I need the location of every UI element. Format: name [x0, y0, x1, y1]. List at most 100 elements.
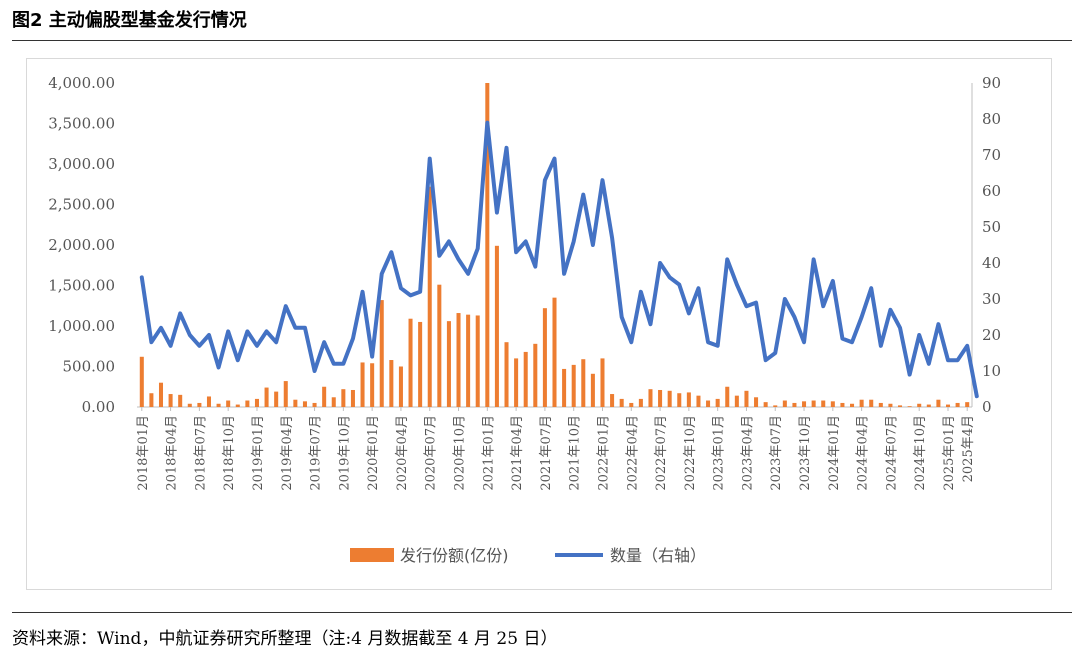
bar: [965, 402, 970, 407]
bar: [878, 402, 883, 407]
bar-series: [139, 83, 970, 407]
bar: [139, 356, 144, 407]
left-tick-label: 3,500.00: [48, 115, 115, 133]
x-tick-label: 2021年10月: [568, 415, 583, 491]
bar: [610, 394, 615, 407]
bar: [331, 397, 336, 407]
bar: [782, 400, 787, 407]
bar: [955, 402, 960, 407]
bar: [638, 398, 643, 407]
right-tick-label: 80: [982, 110, 1001, 128]
x-tick-label: 2022年04月: [625, 415, 640, 491]
footer-rule: [12, 612, 1072, 613]
bar: [360, 362, 365, 407]
bar: [149, 393, 154, 407]
right-tick-label: 60: [982, 182, 1001, 200]
bar: [859, 399, 864, 407]
left-tick-label: 4,000.00: [48, 74, 115, 92]
bar: [811, 400, 816, 407]
bar: [168, 394, 173, 407]
right-tick-label: 50: [982, 218, 1001, 236]
legend-bar-label: 发行份额(亿份): [400, 546, 509, 565]
x-tick-label: 2020年10月: [453, 415, 468, 491]
x-tick-label: 2019年10月: [337, 415, 352, 491]
bar: [293, 399, 298, 407]
bar: [245, 400, 250, 407]
bar: [312, 402, 317, 407]
x-tick-label: 2023年07月: [769, 415, 784, 491]
bar: [686, 392, 691, 407]
bar: [763, 402, 768, 407]
bar: [456, 313, 461, 407]
left-tick-label: 500.00: [63, 358, 116, 376]
bar: [888, 403, 893, 407]
bar: [734, 395, 739, 407]
bar: [754, 397, 759, 407]
bar: [235, 404, 240, 407]
x-tick-label: 2018年10月: [222, 415, 237, 491]
bar: [830, 401, 835, 407]
bar: [485, 83, 490, 407]
bar: [446, 321, 451, 407]
x-tick-label: 2022年01月: [596, 415, 611, 491]
x-tick-label: 2024年10月: [913, 415, 928, 491]
x-tick-label: 2022年10月: [683, 415, 698, 491]
x-tick-label: 2025年4月: [961, 415, 976, 482]
x-tick-label: 2023年10月: [798, 415, 813, 491]
x-tick-label: 2020年01月: [366, 415, 381, 491]
legend-bar-swatch: [350, 548, 394, 562]
title-rule: [12, 40, 1072, 41]
bar: [523, 351, 528, 407]
bar: [792, 402, 797, 407]
bar: [475, 315, 480, 407]
x-tick-label: 2024年07月: [884, 415, 899, 491]
bar: [264, 387, 269, 407]
bar: [514, 358, 519, 407]
x-tick-label: 2024年01月: [827, 415, 842, 491]
bar: [379, 300, 384, 407]
bar: [398, 366, 403, 407]
bar: [533, 343, 538, 407]
bar: [322, 386, 327, 407]
x-tick-label: 2020年04月: [395, 415, 410, 491]
bar: [254, 398, 259, 407]
bar: [926, 404, 931, 407]
bar: [283, 381, 288, 407]
x-tick-label: 2024年04月: [856, 415, 871, 491]
bar: [466, 314, 471, 407]
bar: [418, 321, 423, 407]
bar: [917, 403, 922, 407]
bar: [158, 382, 164, 407]
bar: [389, 360, 394, 407]
bar: [907, 406, 912, 407]
bar: [706, 400, 711, 407]
bar: [197, 402, 202, 407]
x-tick-label: 2021年01月: [481, 415, 496, 491]
right-tick-label: 70: [982, 146, 1001, 164]
bar: [658, 389, 663, 407]
right-tick-label: 10: [982, 362, 1001, 380]
bar: [850, 403, 855, 407]
bar: [437, 284, 442, 407]
left-tick-label: 1,000.00: [48, 317, 115, 335]
legend-line-label: 数量（右轴）: [610, 546, 706, 565]
bar: [350, 389, 355, 407]
bar: [581, 359, 586, 407]
left-tick-label: 1,500.00: [48, 277, 115, 295]
x-tick-label: 2020年07月: [424, 415, 439, 491]
line-series: [139, 120, 979, 399]
bar: [216, 403, 221, 407]
bar: [178, 394, 183, 407]
bar: [408, 318, 413, 407]
bar: [945, 404, 951, 407]
bar-line-chart: 0.00 500.00 1,000.00 1,500.00 2,000.00 2,500.…: [48, 74, 1001, 565]
figure-title: 图2 主动偏股型基金发行情况: [12, 10, 247, 31]
right-tick-label: 0: [982, 398, 992, 416]
bar: [773, 405, 778, 407]
left-tick-label: 0.00: [82, 398, 115, 416]
bar: [936, 399, 941, 407]
bar: [542, 308, 547, 407]
bar: [552, 297, 557, 407]
x-tick-label: 2019年04月: [280, 415, 295, 491]
bar: [600, 358, 605, 407]
